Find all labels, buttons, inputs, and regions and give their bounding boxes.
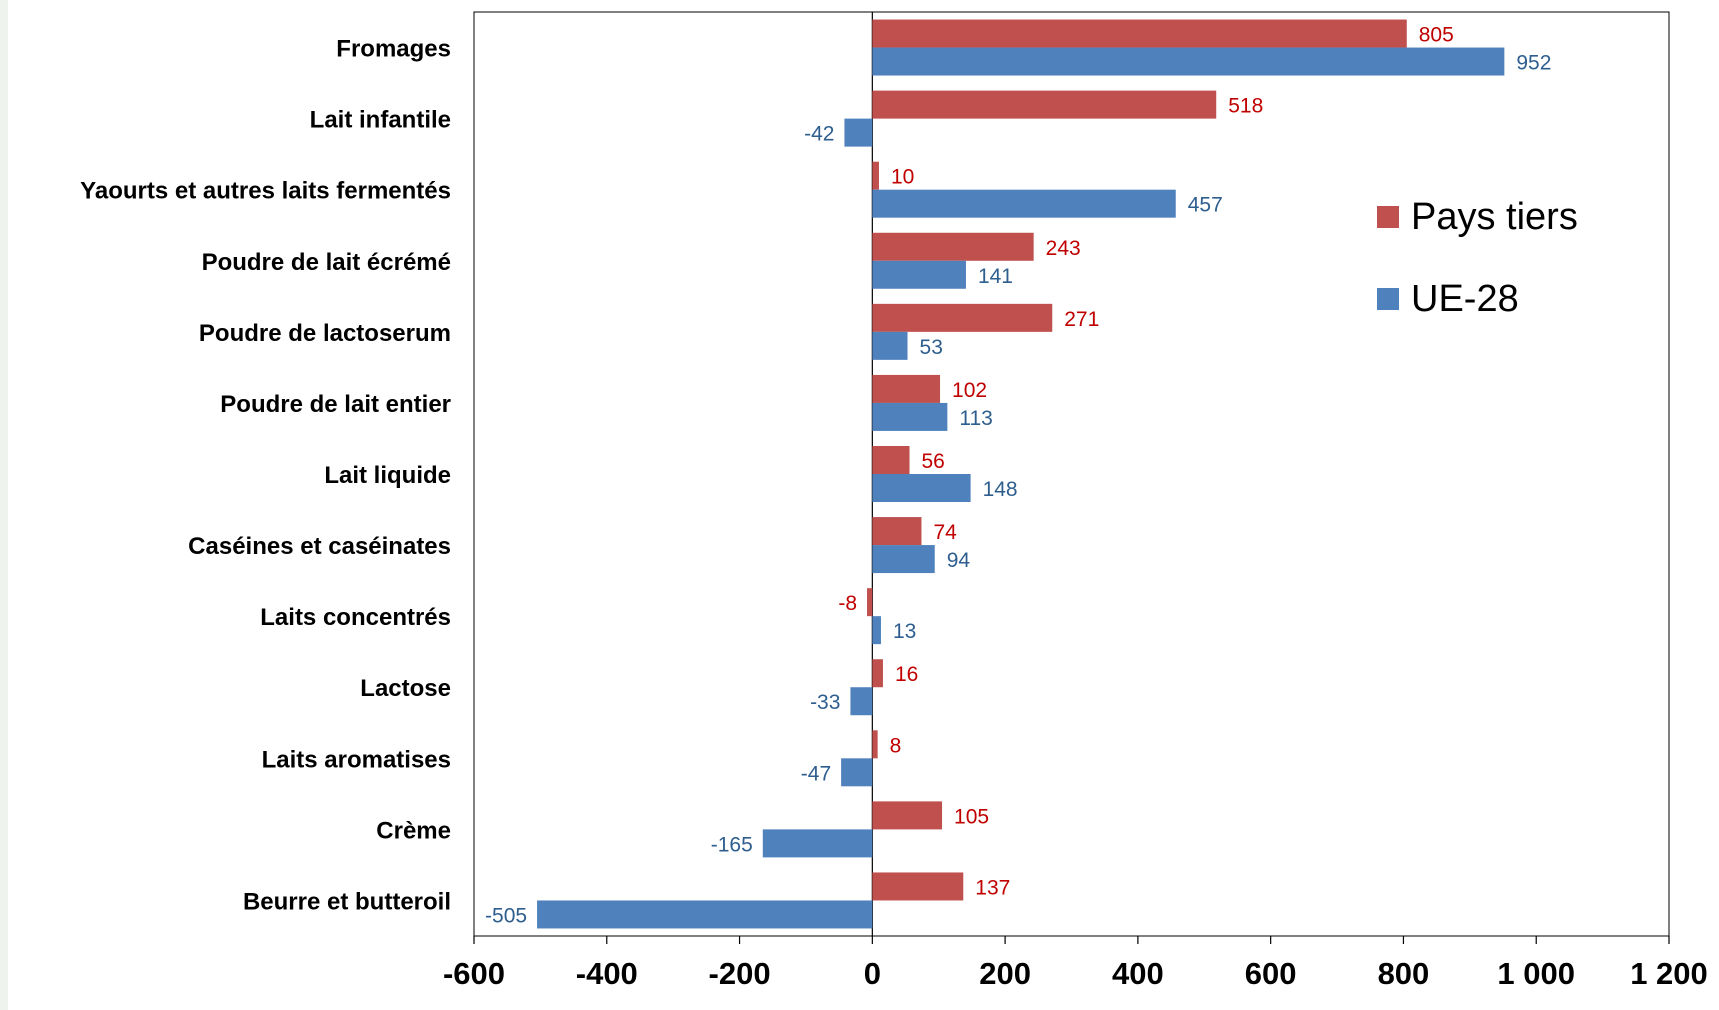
- legend-swatch: [1377, 206, 1399, 228]
- left-border-stripe: [0, 0, 8, 1010]
- bar-ue-28: [537, 900, 873, 929]
- x-tick-label: 1 200: [1630, 956, 1708, 991]
- data-label: 8: [890, 734, 902, 757]
- bar-ue-28: [872, 402, 948, 431]
- data-label: 16: [895, 663, 918, 686]
- category-label: Laits concentrés: [260, 604, 451, 631]
- bar-ue-28: [850, 687, 873, 716]
- data-label: 13: [893, 620, 916, 643]
- x-tick-label: 200: [979, 956, 1031, 991]
- data-label: 141: [978, 265, 1013, 288]
- category-label: Crème: [376, 817, 451, 844]
- data-label: -165: [711, 833, 753, 856]
- data-label: 952: [1516, 52, 1551, 75]
- bar-pays-tiers: [872, 19, 1407, 48]
- data-label: 148: [983, 478, 1018, 501]
- data-label: 94: [947, 549, 971, 572]
- data-label: -505: [485, 904, 527, 927]
- bar-ue-28: [872, 189, 1176, 218]
- bar-ue-28: [872, 260, 966, 289]
- x-tick-label: 0: [864, 956, 881, 991]
- bar-pays-tiers: [872, 232, 1034, 261]
- bar-pays-tiers: [872, 161, 879, 190]
- data-label: 805: [1419, 24, 1454, 47]
- category-label: Poudre de lait écrémé: [202, 249, 451, 276]
- category-label: Beurre et butteroil: [243, 888, 451, 915]
- data-label: 113: [959, 407, 992, 430]
- category-label: Poudre de lait entier: [220, 391, 451, 418]
- data-label: -47: [801, 762, 831, 785]
- x-tick-label: 400: [1112, 956, 1164, 991]
- category-label: Lait liquide: [324, 462, 451, 489]
- category-label: Lactose: [360, 675, 451, 702]
- data-label: 105: [954, 805, 989, 828]
- x-tick-label: 1 000: [1497, 956, 1575, 991]
- data-label: 10: [891, 166, 914, 189]
- bar-pays-tiers: [872, 90, 1217, 119]
- bar-ue-28: [762, 829, 873, 858]
- bar-pays-tiers: [872, 303, 1053, 332]
- bar-ue-28: [872, 331, 908, 360]
- data-label: -33: [810, 691, 840, 714]
- bar-ue-28: [872, 545, 935, 574]
- bar-pays-tiers: [872, 801, 943, 830]
- data-label: 56: [922, 450, 945, 473]
- bar-ue-28: [872, 474, 971, 502]
- data-label: 518: [1228, 95, 1263, 118]
- category-label: Lait infantile: [310, 107, 451, 134]
- plot-area-border: [473, 11, 1670, 937]
- data-label: 74: [933, 521, 957, 544]
- data-label: -8: [838, 592, 857, 615]
- x-tick-label: 800: [1378, 956, 1430, 991]
- data-label: -42: [804, 123, 834, 146]
- x-tick-label: -400: [576, 956, 638, 991]
- legend-swatch: [1377, 288, 1399, 310]
- data-label: 457: [1188, 194, 1223, 217]
- legend-label: UE-28: [1411, 278, 1519, 320]
- bar-pays-tiers: [872, 872, 964, 901]
- data-label: 102: [952, 379, 987, 402]
- bar-pays-tiers: [872, 446, 910, 474]
- category-label: Laits aromatises: [262, 746, 451, 773]
- bar-ue-28: [844, 118, 873, 147]
- category-label: Fromages: [336, 36, 451, 63]
- bar-pays-tiers: [867, 588, 873, 617]
- bar-ue-28: [872, 616, 881, 645]
- category-label: Poudre de lactoserum: [199, 320, 451, 347]
- bar-pays-tiers: [872, 517, 922, 546]
- data-label: 53: [920, 336, 943, 359]
- bar-pays-tiers: [872, 730, 878, 759]
- legend-label: Pays tiers: [1411, 196, 1578, 238]
- data-label: 137: [975, 876, 1010, 899]
- x-tick-label: 600: [1245, 956, 1297, 991]
- bar-pays-tiers: [872, 659, 883, 688]
- bar-pays-tiers: [872, 374, 941, 403]
- bar-ue-28: [841, 758, 873, 787]
- data-label: 271: [1064, 308, 1099, 331]
- bar-ue-28: [872, 47, 1505, 76]
- category-label: Caséines et caséinates: [188, 533, 451, 560]
- x-tick-label: -600: [443, 956, 505, 991]
- data-label: 243: [1046, 237, 1081, 260]
- category-label: Yaourts et autres laits fermentés: [80, 178, 451, 205]
- x-tick-label: -200: [709, 956, 771, 991]
